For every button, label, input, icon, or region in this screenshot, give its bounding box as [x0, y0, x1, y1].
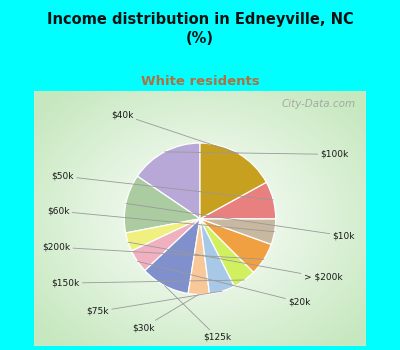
Wedge shape: [200, 219, 276, 244]
Text: $30k: $30k: [132, 294, 199, 332]
Text: $200k: $200k: [42, 243, 264, 259]
Text: $40k: $40k: [111, 110, 238, 154]
Text: $20k: $20k: [137, 261, 310, 307]
Wedge shape: [145, 219, 200, 294]
Text: City-Data.com: City-Data.com: [282, 99, 356, 108]
Wedge shape: [200, 143, 266, 219]
Text: $100k: $100k: [164, 150, 348, 159]
Wedge shape: [132, 219, 200, 271]
Wedge shape: [200, 219, 234, 294]
Wedge shape: [124, 176, 200, 233]
Text: $150k: $150k: [52, 279, 244, 288]
Text: $75k: $75k: [86, 291, 222, 316]
Text: Income distribution in Edneyville, NC
(%): Income distribution in Edneyville, NC (%…: [47, 12, 353, 46]
Wedge shape: [126, 219, 200, 251]
Wedge shape: [200, 219, 271, 272]
Wedge shape: [137, 143, 200, 219]
Wedge shape: [200, 219, 254, 286]
Text: > $200k: > $200k: [128, 242, 342, 282]
Wedge shape: [200, 182, 276, 219]
Text: $60k: $60k: [47, 207, 274, 232]
Wedge shape: [188, 219, 210, 294]
Text: $125k: $125k: [164, 286, 231, 342]
Text: $10k: $10k: [126, 203, 355, 240]
Text: $50k: $50k: [52, 172, 273, 200]
Text: White residents: White residents: [141, 75, 259, 88]
